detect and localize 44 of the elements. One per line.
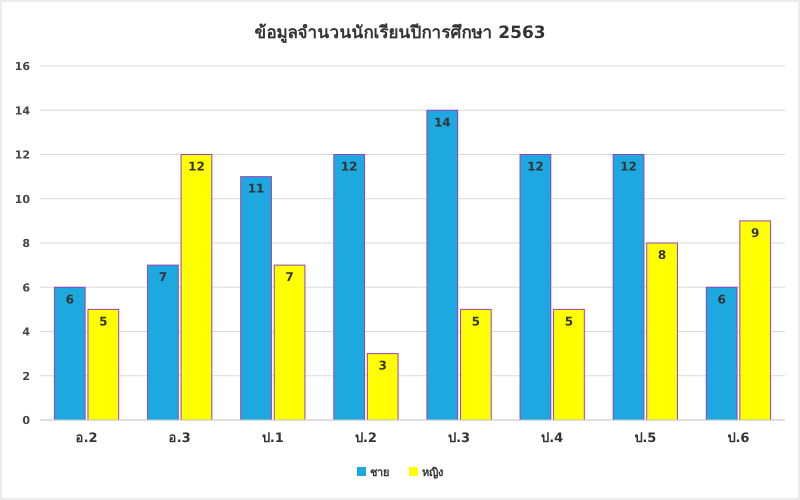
data-label: 8 xyxy=(658,248,666,262)
x-tick-label: ป.3 xyxy=(448,431,470,446)
y-tick-label: 6 xyxy=(22,281,30,294)
x-tick-label: อ.3 xyxy=(168,431,191,446)
bar xyxy=(87,308,120,420)
bar xyxy=(706,286,738,420)
bar xyxy=(333,154,366,420)
x-tick-label: ป.6 xyxy=(727,431,750,446)
x-tick-label: ป.5 xyxy=(634,431,656,446)
y-tick-label: 0 xyxy=(22,414,30,427)
data-label: 7 xyxy=(285,270,294,284)
data-label: 6 xyxy=(717,292,726,306)
data-label: 5 xyxy=(564,314,574,328)
y-tick-label: 16 xyxy=(14,60,30,73)
y-tick-label: 4 xyxy=(22,326,30,338)
x-tick-label: อ.2 xyxy=(76,431,98,446)
y-tick-label: 8 xyxy=(22,237,30,250)
legend-label: หญิง xyxy=(422,466,443,479)
data-label: 6 xyxy=(66,292,74,306)
chart-title: ข้อมูลจำนวนนักเรียนปีการศึกษา 2563 xyxy=(254,22,546,44)
legend-label: ชาย xyxy=(370,466,389,479)
data-label: 12 xyxy=(188,160,205,174)
x-tick-label: ป.2 xyxy=(354,431,377,446)
bar xyxy=(739,220,772,420)
data-label: 5 xyxy=(99,314,108,328)
data-label: 12 xyxy=(620,160,637,174)
data-label: 14 xyxy=(434,115,451,130)
y-tick-label: 12 xyxy=(14,148,30,162)
data-label: 11 xyxy=(248,182,264,196)
data-label: 12 xyxy=(527,160,544,174)
bar xyxy=(366,353,399,420)
y-tick-label: 10 xyxy=(14,192,30,206)
data-label: 3 xyxy=(378,358,387,373)
x-tick-label: ป.1 xyxy=(262,431,284,446)
data-label: 5 xyxy=(472,314,480,328)
bar xyxy=(54,286,86,420)
x-tick-label: ป.4 xyxy=(541,431,564,446)
data-label: 7 xyxy=(158,270,168,284)
data-label: 12 xyxy=(340,160,358,174)
bar xyxy=(460,308,492,420)
y-tick-label: 2 xyxy=(22,370,30,383)
data-label: 9 xyxy=(751,226,760,240)
y-tick-label: 14 xyxy=(14,104,30,118)
bar xyxy=(426,110,458,420)
